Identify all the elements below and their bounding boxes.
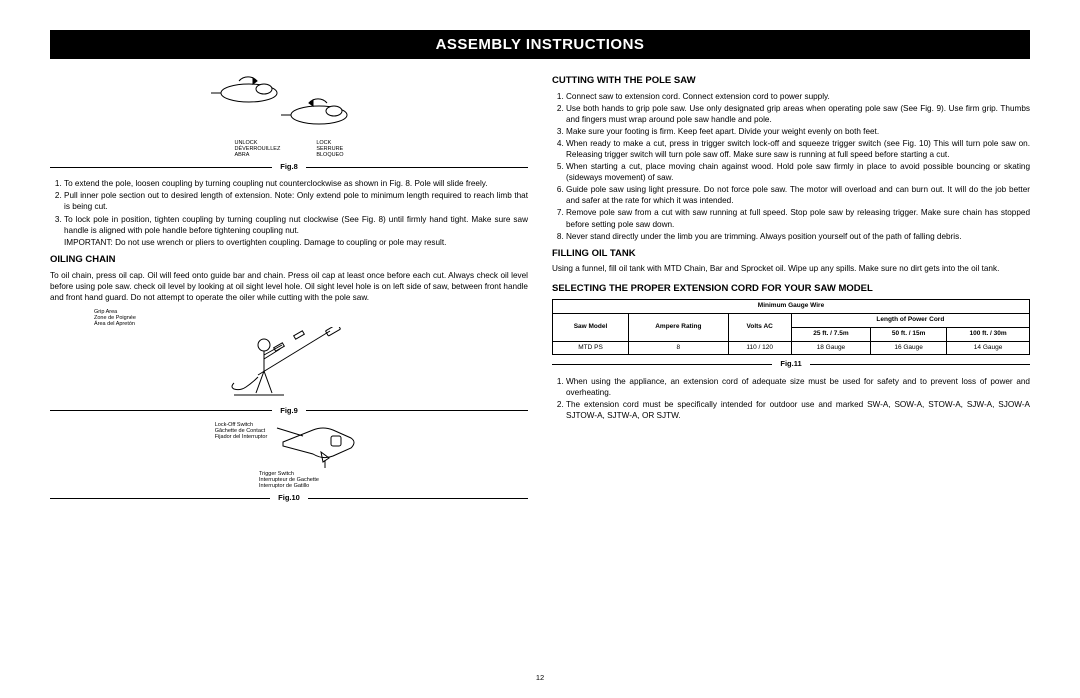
fig11-caption-text: Fig.11 <box>772 359 809 369</box>
col-volts: Volts AC <box>728 314 791 342</box>
col-saw-model: Saw Model <box>553 314 629 342</box>
pole-step-1: To extend the pole, loosen coupling by t… <box>64 178 528 189</box>
pole-important-note: IMPORTANT: Do not use wrench or pliers t… <box>50 237 528 248</box>
cell-g2: 16 Gauge <box>871 341 947 355</box>
cutting-step-4: When ready to make a cut, press in trigg… <box>566 138 1030 160</box>
cutting-steps: Connect saw to extension cord. Connect e… <box>552 91 1030 242</box>
fig8-illustration <box>209 75 369 135</box>
left-column: UNLOCK DÉVERROUILLEZ ABRA LOCK SERRURE B… <box>50 69 528 678</box>
cell-g3: 14 Gauge <box>947 341 1030 355</box>
table-header-top: Minimum Gauge Wire <box>553 300 1030 314</box>
cell-volts: 110 / 120 <box>728 341 791 355</box>
col-ampere: Ampere Rating <box>629 314 729 342</box>
cutting-step-7: Remove pole saw from a cut with saw runn… <box>566 207 1030 229</box>
filling-body: Using a funnel, fill oil tank with MTD C… <box>552 263 1030 274</box>
fig8-caption: Fig.8 <box>50 162 528 172</box>
pole-step-3: To lock pole in position, tighten coupli… <box>64 214 528 236</box>
fig8-lock-labels: LOCK SERRURE BLOQUEO <box>316 140 343 158</box>
fig9-grip-labels: Grip Area Zone de Poignée Área del Apret… <box>94 309 136 327</box>
col-len2: 50 ft. / 15m <box>871 327 947 341</box>
fig10-caption-text: Fig.10 <box>270 493 308 503</box>
figure-10: Lock-Off Switch Gâchette de Contact Fija… <box>50 422 528 489</box>
figure-9: Grip Area Zone de Poignée Área del Apret… <box>50 309 528 402</box>
cutting-step-5: When starting a cut, place moving chain … <box>566 161 1030 183</box>
fig9-caption-text: Fig.9 <box>272 406 306 416</box>
cord-note-1: When using the appliance, an extension c… <box>566 376 1030 398</box>
col-len3: 100 ft. / 30m <box>947 327 1030 341</box>
cutting-step-1: Connect saw to extension cord. Connect e… <box>566 91 1030 102</box>
figure-8: UNLOCK DÉVERROUILLEZ ABRA LOCK SERRURE B… <box>50 75 528 158</box>
oiling-body: To oil chain, press oil cap. Oil will fe… <box>50 270 528 303</box>
fig9-caption: Fig.9 <box>50 406 528 416</box>
fig9-illustration <box>224 327 354 399</box>
oiling-title: OILING CHAIN <box>50 254 528 267</box>
cell-g1: 18 Gauge <box>791 341 870 355</box>
gauge-wire-table: Minimum Gauge Wire Saw Model Ampere Rati… <box>552 299 1030 355</box>
page-number: 12 <box>536 673 544 682</box>
section-banner: ASSEMBLY INSTRUCTIONS <box>50 30 1030 59</box>
pole-step-2: Pull inner pole section out to desired l… <box>64 190 528 212</box>
cell-model: MTD PS <box>553 341 629 355</box>
fig10-lockoff-labels: Lock-Off Switch Gâchette de Contact Fija… <box>215 422 268 440</box>
cutting-step-6: Guide pole saw using light pressure. Do … <box>566 184 1030 206</box>
cutting-title: CUTTING WITH THE POLE SAW <box>552 75 1030 88</box>
right-column: CUTTING WITH THE POLE SAW Connect saw to… <box>552 69 1030 678</box>
cell-amp: 8 <box>629 341 729 355</box>
cord-notes: When using the appliance, an extension c… <box>552 376 1030 421</box>
col-len1: 25 ft. / 7.5m <box>791 327 870 341</box>
pole-extension-steps: To extend the pole, loosen coupling by t… <box>50 178 528 235</box>
label-trigger-es: Interruptor de Gatillo <box>259 483 319 489</box>
fig10-illustration <box>273 422 363 470</box>
fig10-trigger-labels: Trigger Switch Interrupteur de Gachette … <box>259 471 319 489</box>
fig10-caption: Fig.10 <box>50 493 528 503</box>
cutting-step-8: Never stand directly under the limb you … <box>566 231 1030 242</box>
col-length: Length of Power Cord <box>791 314 1029 328</box>
fig8-unlock-labels: UNLOCK DÉVERROUILLEZ ABRA <box>234 140 280 158</box>
cord-title: SELECTING THE PROPER EXTENSION CORD FOR … <box>552 283 1030 296</box>
cutting-step-3: Make sure your footing is firm. Keep fee… <box>566 126 1030 137</box>
fig8-caption-text: Fig.8 <box>272 162 306 172</box>
fig11-caption: Fig.11 <box>552 359 1030 369</box>
label-unlock-es: ABRA <box>234 152 280 158</box>
label-grip-es: Área del Apretón <box>94 321 136 327</box>
cutting-step-2: Use both hands to grip pole saw. Use onl… <box>566 103 1030 125</box>
label-lock-es: BLOQUEO <box>316 152 343 158</box>
label-lockoff-es: Fijador del Interruptor <box>215 434 268 440</box>
filling-title: FILLING OIL TANK <box>552 248 1030 261</box>
cord-note-2: The extension cord must be specifically … <box>566 399 1030 421</box>
label-grip-fr: Zone de Poignée <box>94 315 136 321</box>
